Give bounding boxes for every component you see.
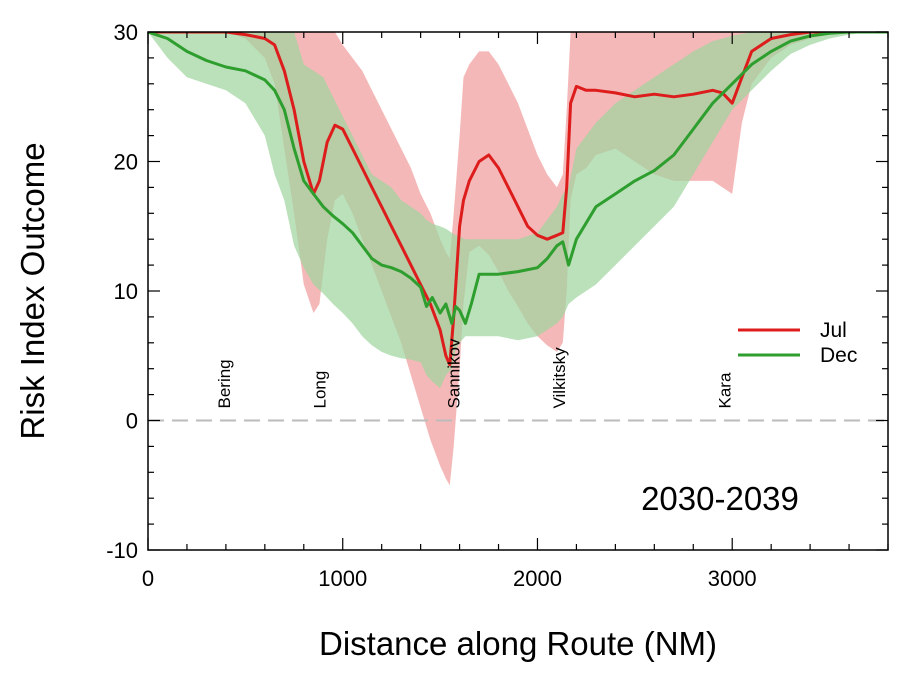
y-tick-label: -10 [106,538,138,563]
band-dec [148,32,888,389]
axis-ticks [147,31,889,551]
strait-label-long: Long [310,371,329,409]
legend-label-jul: Jul [820,319,847,342]
x-tick-label: 3000 [708,566,757,591]
y-tick-label: 30 [114,20,138,45]
strait-label-kara: Kara [715,372,734,408]
x-axis-title: Distance along Route (NM) [319,625,717,662]
legend-label-dec: Dec [820,344,857,367]
y-tick-label: 20 [114,150,138,175]
x-tick-labels: 0 1000 2000 3000 [142,566,757,591]
y-axis-title: Risk Index Outcome [14,142,51,439]
uncertainty-bands [148,32,888,486]
line-dec [148,32,888,325]
line-jul [148,32,888,367]
y-tick-label: 10 [114,279,138,304]
x-tick-label: 1000 [318,566,367,591]
period-annotation: 2030-2039 [641,480,799,517]
series-lines [148,32,888,367]
strait-label-bering: Bering [215,359,234,408]
strait-label-sannikov: Sannikov [445,338,464,408]
y-tick-labels: -10 0 10 20 30 [106,20,138,563]
strait-label-vilkitsky: Vilkitsky [550,347,569,409]
x-tick-label: 2000 [513,566,562,591]
strait-labels: Bering Long Sannikov Vilkitsky Kara [215,338,735,408]
y-tick-label: 0 [126,409,138,434]
x-tick-label: 0 [142,566,154,591]
